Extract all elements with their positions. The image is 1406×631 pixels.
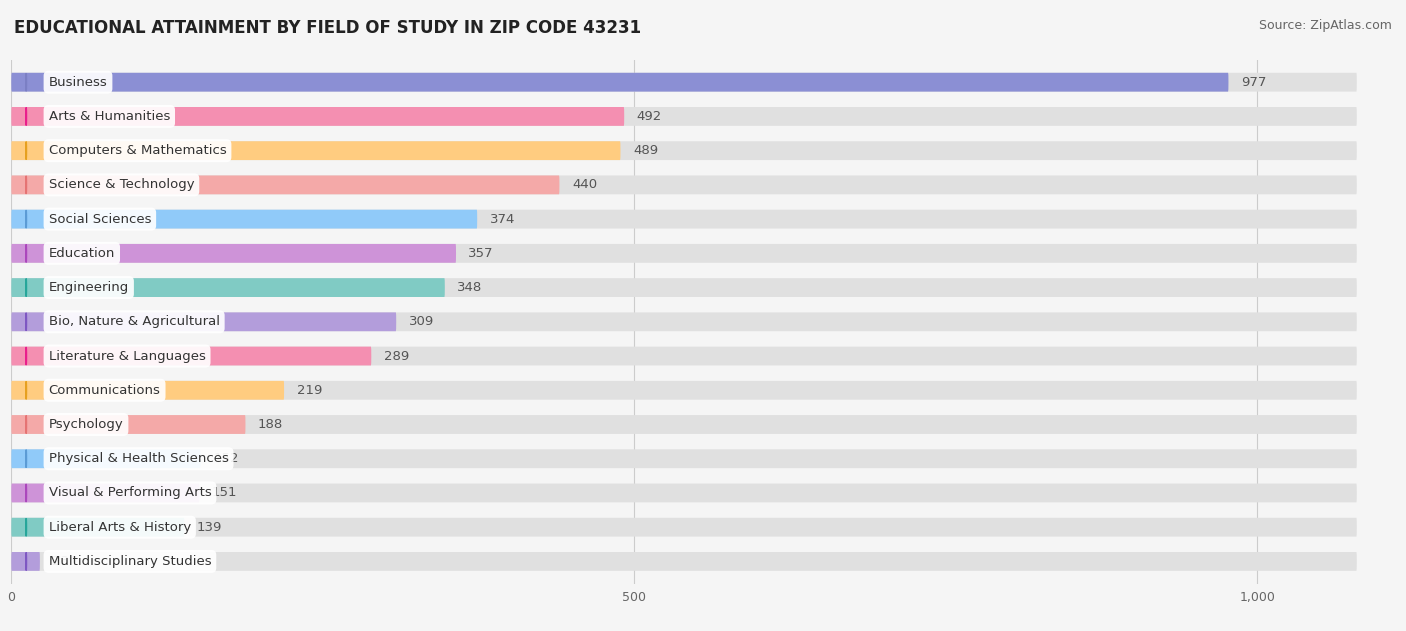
FancyBboxPatch shape bbox=[11, 312, 1357, 331]
FancyBboxPatch shape bbox=[11, 381, 284, 399]
FancyBboxPatch shape bbox=[11, 175, 1357, 194]
FancyBboxPatch shape bbox=[11, 278, 444, 297]
FancyBboxPatch shape bbox=[11, 244, 1357, 262]
FancyBboxPatch shape bbox=[11, 312, 396, 331]
Text: 151: 151 bbox=[212, 487, 238, 500]
FancyBboxPatch shape bbox=[11, 175, 560, 194]
FancyBboxPatch shape bbox=[11, 518, 1357, 536]
Text: Bio, Nature & Agricultural: Bio, Nature & Agricultural bbox=[49, 316, 219, 328]
Text: 348: 348 bbox=[457, 281, 482, 294]
Text: Arts & Humanities: Arts & Humanities bbox=[49, 110, 170, 123]
FancyBboxPatch shape bbox=[11, 518, 184, 536]
Text: Liberal Arts & History: Liberal Arts & History bbox=[49, 521, 191, 534]
Text: 492: 492 bbox=[637, 110, 662, 123]
FancyBboxPatch shape bbox=[11, 449, 1357, 468]
Text: Psychology: Psychology bbox=[49, 418, 124, 431]
Text: 219: 219 bbox=[297, 384, 322, 397]
Text: 289: 289 bbox=[384, 350, 409, 363]
Text: Literature & Languages: Literature & Languages bbox=[49, 350, 205, 363]
Text: Computers & Mathematics: Computers & Mathematics bbox=[49, 144, 226, 157]
Text: 152: 152 bbox=[214, 452, 239, 465]
FancyBboxPatch shape bbox=[11, 107, 624, 126]
FancyBboxPatch shape bbox=[11, 415, 246, 434]
FancyBboxPatch shape bbox=[11, 415, 1357, 434]
FancyBboxPatch shape bbox=[11, 73, 1357, 91]
Text: Education: Education bbox=[49, 247, 115, 260]
FancyBboxPatch shape bbox=[11, 552, 1357, 571]
Text: Communications: Communications bbox=[49, 384, 160, 397]
FancyBboxPatch shape bbox=[11, 73, 1229, 91]
Text: Source: ZipAtlas.com: Source: ZipAtlas.com bbox=[1258, 19, 1392, 32]
Text: 489: 489 bbox=[633, 144, 658, 157]
FancyBboxPatch shape bbox=[11, 209, 477, 228]
Text: 188: 188 bbox=[257, 418, 283, 431]
FancyBboxPatch shape bbox=[11, 346, 1357, 365]
Text: Social Sciences: Social Sciences bbox=[49, 213, 150, 226]
Text: 374: 374 bbox=[489, 213, 515, 226]
Text: Physical & Health Sciences: Physical & Health Sciences bbox=[49, 452, 229, 465]
FancyBboxPatch shape bbox=[11, 209, 1357, 228]
Text: EDUCATIONAL ATTAINMENT BY FIELD OF STUDY IN ZIP CODE 43231: EDUCATIONAL ATTAINMENT BY FIELD OF STUDY… bbox=[14, 19, 641, 37]
FancyBboxPatch shape bbox=[11, 483, 200, 502]
FancyBboxPatch shape bbox=[11, 107, 1357, 126]
FancyBboxPatch shape bbox=[11, 244, 456, 262]
Text: Visual & Performing Arts: Visual & Performing Arts bbox=[49, 487, 211, 500]
FancyBboxPatch shape bbox=[11, 552, 39, 571]
Text: 139: 139 bbox=[197, 521, 222, 534]
FancyBboxPatch shape bbox=[11, 278, 1357, 297]
Text: 23: 23 bbox=[52, 555, 69, 568]
FancyBboxPatch shape bbox=[11, 141, 620, 160]
FancyBboxPatch shape bbox=[11, 141, 1357, 160]
Text: Business: Business bbox=[49, 76, 107, 89]
FancyBboxPatch shape bbox=[11, 483, 1357, 502]
Text: 309: 309 bbox=[409, 316, 434, 328]
FancyBboxPatch shape bbox=[11, 449, 201, 468]
FancyBboxPatch shape bbox=[11, 381, 1357, 399]
Text: 977: 977 bbox=[1241, 76, 1267, 89]
Text: Engineering: Engineering bbox=[49, 281, 129, 294]
FancyBboxPatch shape bbox=[11, 346, 371, 365]
Text: Science & Technology: Science & Technology bbox=[49, 179, 194, 191]
Text: 357: 357 bbox=[468, 247, 494, 260]
Text: Multidisciplinary Studies: Multidisciplinary Studies bbox=[49, 555, 211, 568]
Text: 440: 440 bbox=[572, 179, 598, 191]
